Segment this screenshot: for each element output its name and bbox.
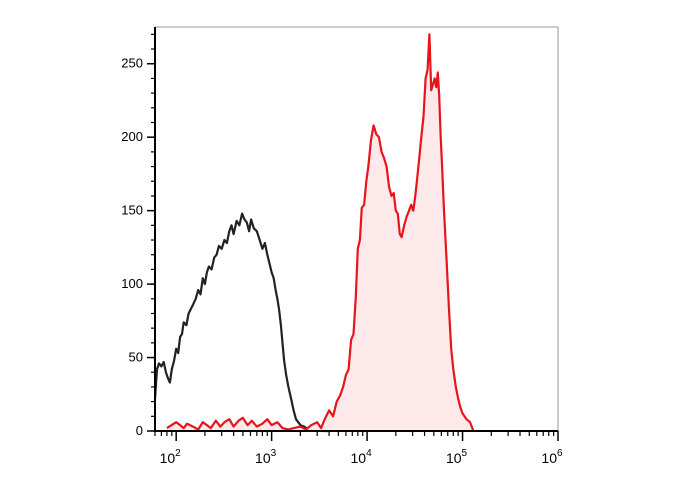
x-tick-label: 103 [255,448,277,466]
y-tick-label: 200 [121,129,143,144]
series-2-line [166,33,475,432]
x-tick-base: 10 [255,450,271,466]
x-tick-base: 10 [541,450,557,466]
x-tick-label: 102 [160,448,182,466]
x-tick-exponent: 4 [366,448,372,459]
series-layer [153,33,475,433]
x-tick-exponent: 5 [462,448,468,459]
series-1-line [153,212,330,433]
y-tick-label: 250 [121,56,143,71]
series-2-area [166,34,474,432]
x-tick-base: 10 [446,450,462,466]
y-tick-label: 50 [129,350,143,365]
y-tick-label: 0 [136,423,143,438]
x-tick-exponent: 6 [557,448,563,459]
x-tick-base: 10 [160,450,176,466]
x-tick-exponent: 3 [271,448,277,459]
y-tick-label: 150 [121,203,143,218]
x-tick-base: 10 [351,450,367,466]
x-tick-label: 106 [541,448,563,466]
x-tick-label: 105 [446,448,468,466]
y-tick-label: 100 [121,276,143,291]
x-tick-label: 104 [351,448,373,466]
x-tick-exponent: 2 [175,448,181,459]
